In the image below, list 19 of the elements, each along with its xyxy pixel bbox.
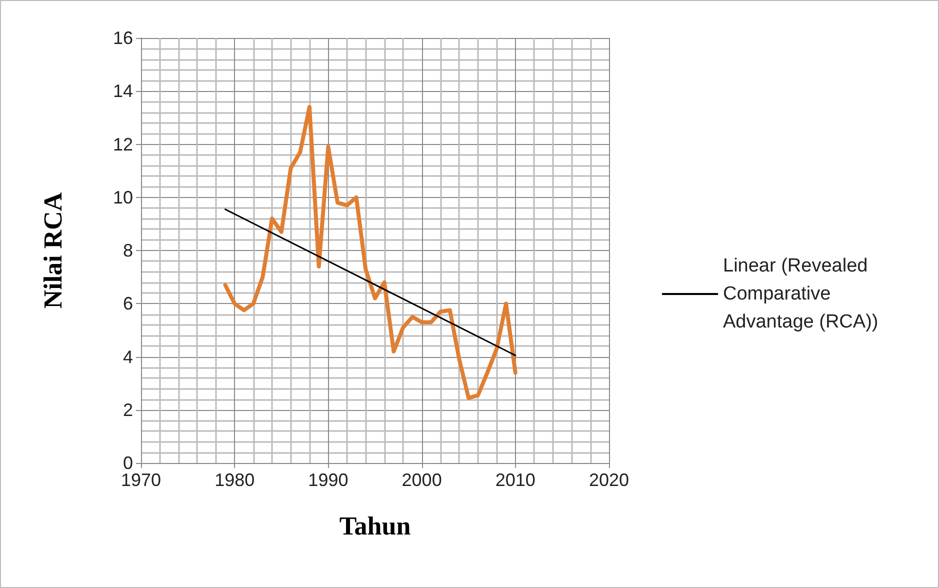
x-tick-label: 1970	[120, 470, 162, 490]
x-tick-label: 2000	[402, 470, 442, 490]
y-tick-label: 6	[122, 294, 133, 314]
y-tick-label: 14	[112, 81, 133, 102]
legend-label: Linear (Revealed Comparative Advantage (RCA))	[723, 256, 878, 332]
y-tick-label: 0	[122, 453, 133, 473]
y-axis-title: Nilai RCA	[38, 192, 68, 309]
x-tick-label: 1990	[308, 470, 348, 490]
x-tick-label: 1980	[214, 470, 255, 490]
x-tick-label: 2010	[495, 470, 536, 490]
y-tick-label: 10	[112, 187, 133, 208]
x-axis-title: Tahun	[339, 512, 412, 540]
y-tick-label: 16	[112, 28, 133, 48]
y-tick-label: 4	[122, 346, 133, 367]
y-tick-label: 2	[122, 400, 133, 420]
y-tick-label: 8	[122, 240, 133, 260]
line-series	[223, 105, 518, 400]
y-tick-label: 12	[112, 134, 133, 154]
x-tick-label: 2020	[588, 470, 630, 490]
